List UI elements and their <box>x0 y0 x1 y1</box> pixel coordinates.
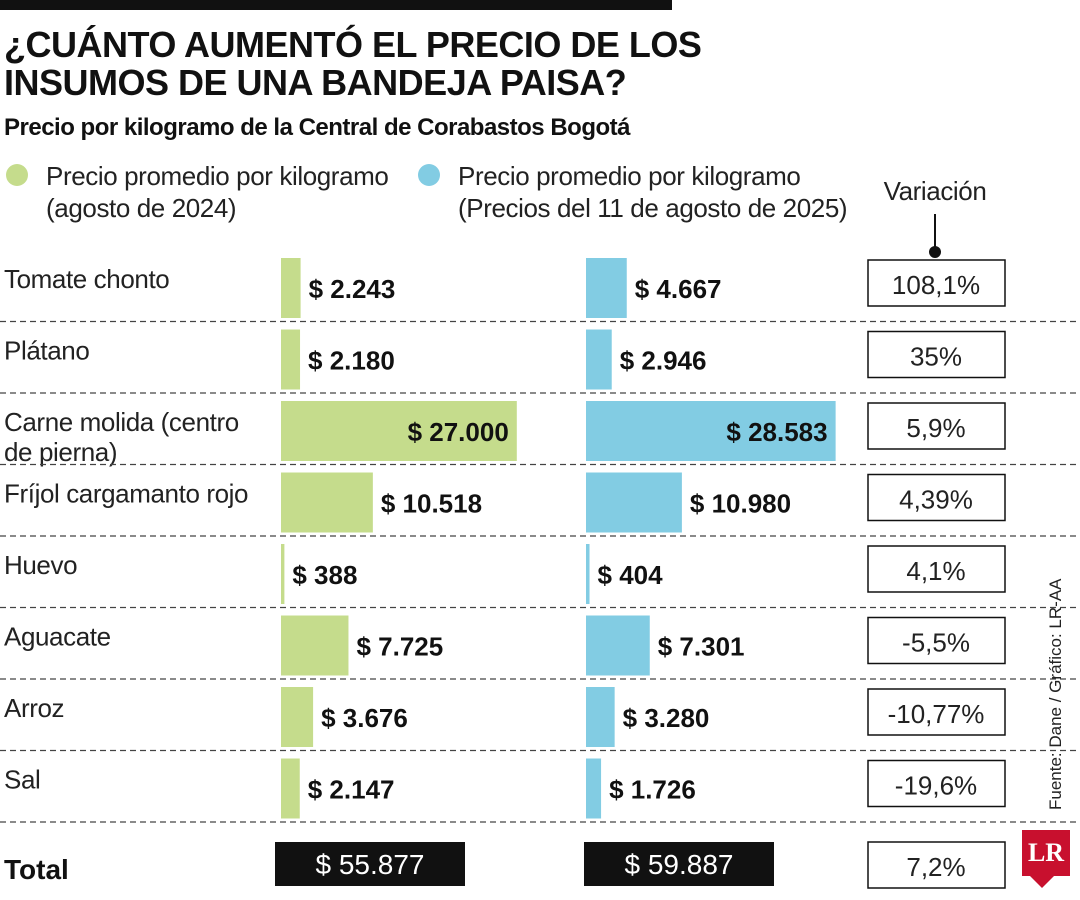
legend-2025-line1: Precio promedio por kilogramo <box>458 161 801 191</box>
value-label-2024-tomate-chonto: $ 2.243 <box>309 274 396 304</box>
variation-box-tomate-chonto <box>867 259 1006 307</box>
total-variation-box <box>867 841 1006 889</box>
legend-2025: Precio promedio por kilogramo (Precios d… <box>418 160 848 224</box>
variation-pointer-line <box>934 214 936 250</box>
lr-logo: LR <box>1022 830 1070 876</box>
value-label-2025-sal: $ 1.726 <box>609 775 696 805</box>
variation-box-huevo <box>867 545 1006 593</box>
variation-box-frijol-cargamanto-rojo <box>867 473 1006 522</box>
variation-value-tomate-chonto: 108,1% <box>892 270 980 300</box>
variation-value-huevo: 4,1% <box>906 556 965 586</box>
variation-box-sal <box>867 759 1006 808</box>
bar-2024-aguacate <box>281 615 349 676</box>
category-label-platano: Plátano <box>4 336 89 366</box>
bar-2025-aguacate <box>586 615 650 676</box>
value-label-2025-tomate-chonto: $ 4.667 <box>635 274 722 304</box>
top-rule <box>0 0 672 10</box>
variation-value-aguacate: -5,5% <box>902 628 970 658</box>
bar-2025-platano <box>586 329 612 390</box>
value-label-2025-huevo: $ 404 <box>598 560 664 590</box>
bar-2025-huevo <box>586 544 590 604</box>
chart-title: ¿CUÁNTO AUMENTÓ EL PRECIO DE LOS INSUMOS… <box>4 24 702 103</box>
category-label-aguacate: Aguacate <box>4 622 111 652</box>
variation-box-carne-molida-centro-de-pierna <box>867 402 1006 450</box>
variation-value-frijol-cargamanto-rojo: 4,39% <box>899 485 973 515</box>
bar-2024-huevo <box>281 544 285 604</box>
variation-box-platano <box>867 330 1006 379</box>
legend-2024: Precio promedio por kilogramo (agosto de… <box>6 160 389 224</box>
variation-pointer-dot <box>929 246 941 258</box>
category-label-huevo: Huevo <box>4 550 77 580</box>
variation-value-platano: 35% <box>910 342 962 372</box>
category-label-frijol-cargamanto-rojo: Fríjol cargamanto rojo <box>4 479 248 509</box>
legend-dot-2024 <box>6 164 28 186</box>
bar-2024-sal <box>281 758 300 819</box>
bar-2024-arroz <box>281 687 314 747</box>
total-variation-value: 7,2% <box>906 852 965 882</box>
variation-value-arroz: -10,77% <box>888 699 985 729</box>
value-label-2024-carne-molida-centro-de-pierna: $ 27.000 <box>408 417 509 447</box>
bar-2025-tomate-chonto <box>586 258 627 318</box>
value-label-2025-platano: $ 2.946 <box>620 346 707 376</box>
total-value-2025: $ 59.887 <box>625 849 734 880</box>
chart-subtitle: Precio por kilogramo de la Central de Co… <box>4 114 630 141</box>
total-box-2025 <box>584 842 774 886</box>
category-label-carne-molida-centro-de-pierna: Carne molida (centro de pierna) <box>4 407 239 467</box>
value-label-2024-aguacate: $ 7.725 <box>356 632 443 662</box>
value-label-2024-arroz: $ 3.676 <box>321 703 408 733</box>
value-label-2024-sal: $ 2.147 <box>308 775 395 805</box>
value-label-2024-platano: $ 2.180 <box>308 346 395 376</box>
variation-value-sal: -19,6% <box>895 771 977 801</box>
bar-2024-frijol-cargamanto-rojo <box>281 472 373 533</box>
value-label-2025-arroz: $ 3.280 <box>623 703 710 733</box>
category-label-arroz: Arroz <box>4 693 64 723</box>
total-value-2024: $ 55.877 <box>316 849 425 880</box>
bar-2024-carne-molida-centro-de-pierna <box>281 401 517 461</box>
source-note: Fuente: Dane / Gráfico: LR-AA <box>1046 578 1065 811</box>
bar-2025-arroz <box>586 687 615 747</box>
value-label-2025-carne-molida-centro-de-pierna: $ 28.583 <box>726 417 827 447</box>
value-label-2025-aguacate: $ 7.301 <box>658 632 745 662</box>
lr-logo-tail <box>1030 876 1054 888</box>
bar-2024-platano <box>281 329 301 390</box>
variation-box-aguacate <box>867 616 1006 665</box>
value-label-2024-huevo: $ 388 <box>292 560 357 590</box>
category-label-tomate-chonto: Tomate chonto <box>4 264 169 294</box>
value-label-2025-frijol-cargamanto-rojo: $ 10.980 <box>690 489 791 519</box>
variation-box-arroz <box>867 688 1006 736</box>
bar-2025-carne-molida-centro-de-pierna <box>586 401 836 461</box>
legend-dot-2025 <box>418 164 440 186</box>
legend-2024-line2: (agosto de 2024) <box>46 193 237 223</box>
total-box-2024 <box>275 842 465 886</box>
legend-2025-line2: (Precios del 11 de agosto de 2025) <box>458 193 848 223</box>
bar-2024-tomate-chonto <box>281 258 301 318</box>
category-label-sal: Sal <box>4 765 40 795</box>
legend-2024-line1: Precio promedio por kilogramo <box>46 161 389 191</box>
value-label-2024-frijol-cargamanto-rojo: $ 10.518 <box>381 489 482 519</box>
bar-2025-sal <box>586 758 602 819</box>
variation-value-carne-molida-centro-de-pierna: 5,9% <box>906 413 965 443</box>
variation-header: Variación <box>883 176 987 206</box>
bar-2025-frijol-cargamanto-rojo <box>586 472 682 533</box>
total-label: Total <box>4 854 69 885</box>
